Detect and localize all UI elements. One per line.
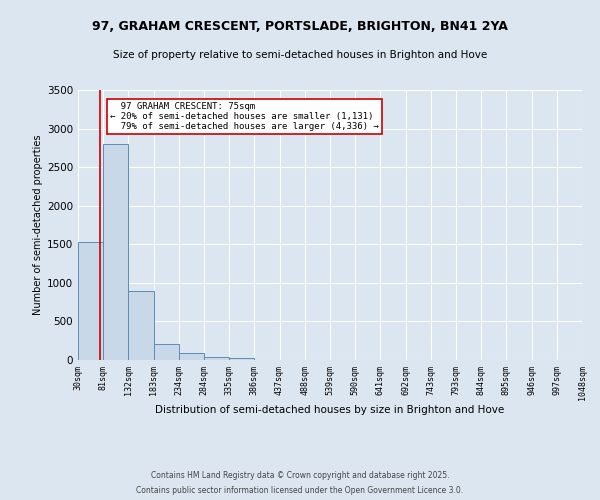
Bar <box>103 144 128 360</box>
Text: 97, GRAHAM CRESCENT, PORTSLADE, BRIGHTON, BN41 2YA: 97, GRAHAM CRESCENT, PORTSLADE, BRIGHTON… <box>92 20 508 33</box>
Bar <box>128 290 154 360</box>
X-axis label: Distribution of semi-detached houses by size in Brighton and Hove: Distribution of semi-detached houses by … <box>155 406 505 415</box>
Text: Size of property relative to semi-detached houses in Brighton and Hove: Size of property relative to semi-detach… <box>113 50 487 60</box>
Bar <box>179 354 204 360</box>
Bar <box>154 344 179 360</box>
Text: Contains public sector information licensed under the Open Government Licence 3.: Contains public sector information licen… <box>136 486 464 495</box>
Bar <box>229 358 254 360</box>
Bar <box>78 242 103 360</box>
Text: 97 GRAHAM CRESCENT: 75sqm
← 20% of semi-detached houses are smaller (1,131)
  79: 97 GRAHAM CRESCENT: 75sqm ← 20% of semi-… <box>110 102 379 132</box>
Y-axis label: Number of semi-detached properties: Number of semi-detached properties <box>33 134 43 316</box>
Bar <box>204 357 229 360</box>
Text: Contains HM Land Registry data © Crown copyright and database right 2025.: Contains HM Land Registry data © Crown c… <box>151 471 449 480</box>
